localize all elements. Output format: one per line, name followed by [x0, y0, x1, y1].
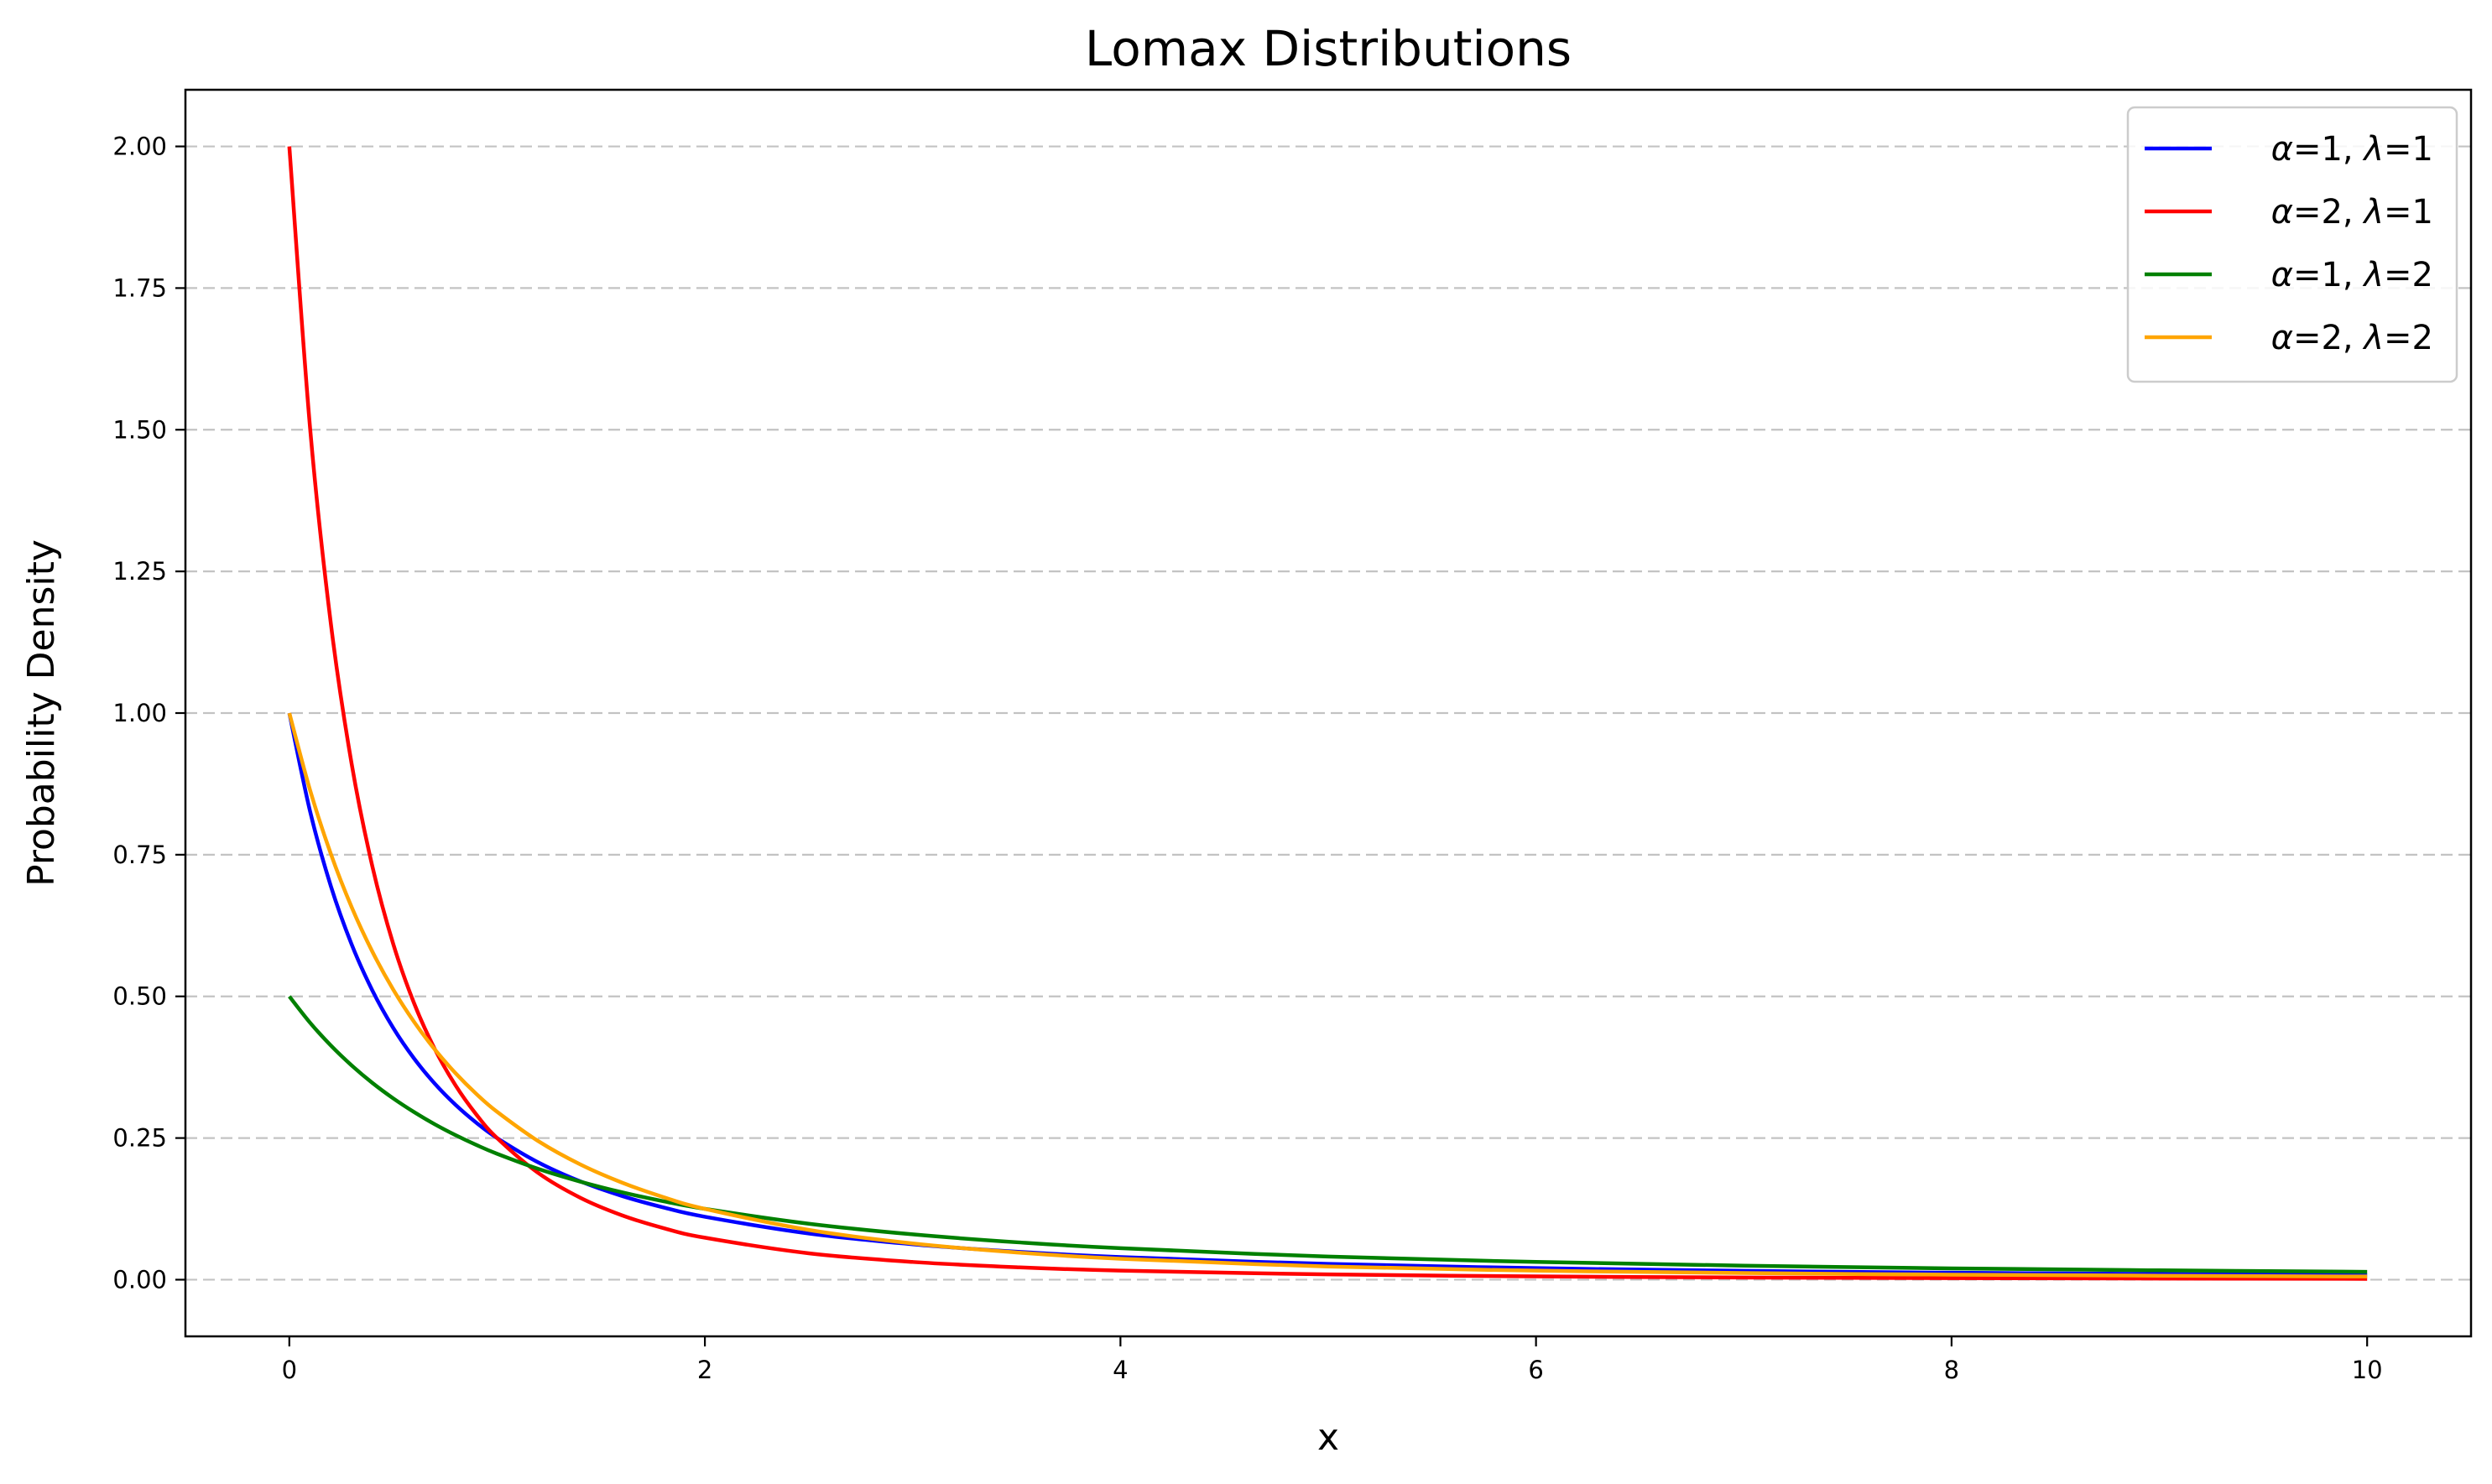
legend-entry-4: α=2, λ=2	[2145, 319, 2433, 357]
legend-label: α=1, λ=2	[2271, 256, 2433, 294]
x-tick-label: 2	[697, 1356, 712, 1384]
legend-label: α=2, λ=1	[2271, 193, 2433, 232]
legend: α=1, λ=1 α=2, λ=1 α=1, λ=2 α=2, λ=2	[2126, 106, 2458, 383]
legend-lambda-value: =2	[2384, 319, 2433, 357]
y-tick-label: 0.00	[112, 1265, 167, 1294]
legend-alpha-value: =2,	[2293, 193, 2364, 232]
x-axis-title: x	[1317, 1416, 1339, 1459]
plot-series	[287, 146, 2368, 1281]
x-tick-label: 4	[1113, 1356, 1128, 1384]
series-line-3	[288, 995, 2368, 1274]
legend-entry-1: α=1, λ=1	[2145, 130, 2433, 169]
series-line-2	[287, 146, 2368, 1281]
x-tick-label: 6	[1528, 1356, 1543, 1384]
y-tick-label: 0.25	[112, 1124, 167, 1153]
legend-lambda-value: =1	[2384, 193, 2433, 232]
y-tick-label: 1.25	[112, 557, 167, 586]
legend-label: α=2, λ=2	[2271, 319, 2433, 357]
legend-box	[2126, 106, 2458, 383]
y-tick-label: 1.50	[112, 415, 167, 444]
legend-alpha-value: =1,	[2293, 130, 2364, 169]
y-tick-label: 0.50	[112, 982, 167, 1011]
series-line-1	[287, 712, 2368, 1278]
legend-alpha-value: =2,	[2293, 319, 2364, 357]
chart-title: Lomax Distributions	[1085, 20, 1572, 77]
legend-label: α=1, λ=1	[2271, 130, 2433, 169]
y-gridlines	[185, 145, 2471, 1281]
y-axis: 0.00 0.25 0.50 0.75 1.00 1.25 1.50 1.75 2.00	[112, 133, 185, 1294]
y-tick-label: 0.75	[112, 841, 167, 869]
y-tick-label: 1.00	[112, 699, 167, 727]
x-axis: 0 2 4 6 8 10	[282, 1336, 2383, 1384]
x-tick-label: 10	[2352, 1356, 2383, 1384]
y-tick-label: 1.75	[112, 273, 167, 302]
x-tick-label: 8	[1944, 1356, 1959, 1384]
series-line-4	[287, 712, 2368, 1278]
legend-alpha-value: =1,	[2293, 256, 2364, 294]
legend-lambda-value: =1	[2384, 130, 2433, 169]
legend-entry-2: α=2, λ=1	[2145, 193, 2433, 232]
y-tick-label: 2.00	[112, 133, 167, 161]
legend-lambda-value: =2	[2384, 256, 2433, 294]
x-tick-label: 0	[282, 1356, 297, 1384]
legend-entry-3: α=1, λ=2	[2145, 256, 2433, 294]
y-axis-title: Probability Density	[20, 539, 63, 887]
